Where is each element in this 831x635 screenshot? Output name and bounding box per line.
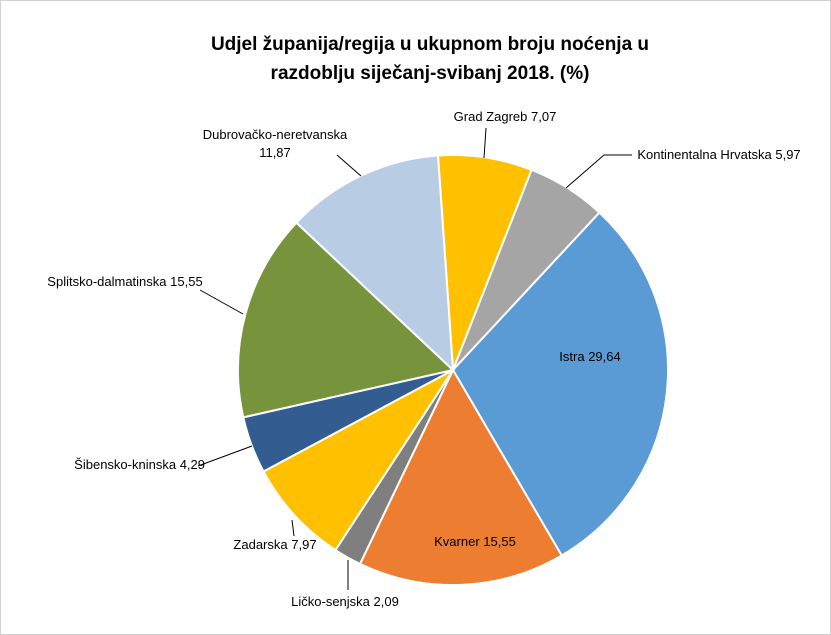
value-label: 2,09 (373, 594, 399, 609)
category-label: Dubrovačko-neretvanska (202, 127, 348, 142)
value-label: 7,07 (531, 109, 557, 124)
category-label: Splitsko-dalmatinska (47, 274, 167, 289)
category-label: Grad Zagreb (453, 109, 528, 124)
category-label: Istra (559, 349, 585, 364)
value-label: 11,87 (259, 145, 291, 160)
value-label: 4,29 (179, 457, 205, 472)
category-label: Ličko-senjska (291, 594, 370, 609)
pie-slice (262, 369, 454, 552)
value-label: 15,55 (170, 274, 203, 289)
data-label: Dubrovačko-neretvanska 11,87 (200, 126, 350, 162)
leader-line (199, 289, 244, 315)
leader-line (565, 154, 632, 189)
value-label: 7,97 (291, 537, 317, 552)
data-label: Splitsko-dalmatinska 15,55 (40, 273, 210, 291)
data-label: Kontinentalna Hrvatska 5,97 (634, 146, 804, 164)
leader-line (197, 445, 253, 467)
category-label: Kontinentalna Hrvatska (637, 147, 772, 162)
leader-line (336, 154, 362, 177)
data-label: Ličko-senjska 2,09 (270, 593, 420, 611)
data-label: Zadarska 7,97 (200, 536, 350, 554)
category-label: Šibensko-kninska (74, 457, 177, 472)
value-label: 15,55 (483, 534, 516, 549)
value-label: 5,97 (775, 147, 801, 162)
category-label: Kvarner (434, 534, 480, 549)
data-label: Grad Zagreb 7,07 (420, 108, 590, 126)
data-label: Kvarner 15,55 (400, 533, 550, 551)
leader-line (291, 519, 295, 537)
data-label: Istra 29,64 (520, 348, 660, 366)
pie-slice (358, 367, 564, 586)
pie-slice (237, 221, 456, 419)
value-label: 29,64 (588, 349, 621, 364)
data-label: Šibensko-kninska 4,29 (30, 456, 205, 474)
pie-slice (451, 211, 669, 557)
chart-title: Udjel županija/regija u ukupnom broju no… (210, 34, 650, 84)
leader-line (483, 127, 487, 159)
category-label: Zadarska (233, 537, 288, 552)
